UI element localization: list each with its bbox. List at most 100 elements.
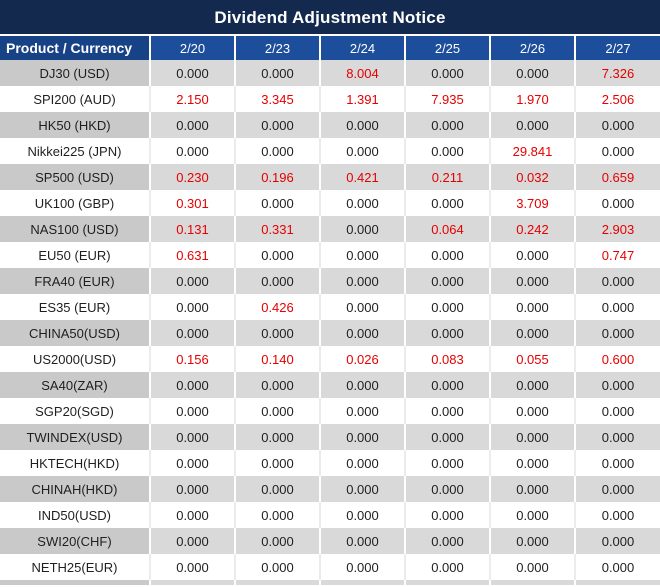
table-row: FRA40 (EUR) 0.000 0.000 0.000 0.000 0.000 0.00…: [0, 268, 660, 294]
value-cell: 0.211: [405, 164, 491, 190]
value-cell: 0.055: [490, 346, 576, 372]
product-cell: HKTECH(HKD): [0, 450, 151, 476]
product-cell: NAS100 (USD): [0, 216, 151, 242]
date-header-cell: 2/24: [320, 36, 406, 60]
product-cell: SWI20(CHF): [0, 528, 151, 554]
product-cell: SGP20(SGD): [0, 398, 151, 424]
value-cell: 0.000: [235, 424, 321, 450]
value-cell: 0.156: [150, 346, 236, 372]
value-cell: 3.345: [235, 86, 321, 112]
product-cell: SA40(ZAR): [0, 372, 151, 398]
table-row: SA40(ZAR) 0.000 0.000 0.000 0.000 0.000 0.000: [0, 372, 660, 398]
value-cell: 8.004: [320, 60, 406, 86]
value-cell: 0.000: [235, 372, 321, 398]
value-cell: 29.841: [490, 138, 576, 164]
value-cell: 0.230: [150, 164, 236, 190]
value-cell: 0.000: [405, 320, 491, 346]
value-cell: 0.064: [405, 216, 491, 242]
product-cell: FRA40 (EUR): [0, 268, 151, 294]
value-cell: 0.000: [575, 398, 660, 424]
value-cell: 0.000: [150, 138, 236, 164]
table-row: EU50 (EUR) 0.631 0.000 0.000 0.000 0.000 0.747: [0, 242, 660, 268]
value-cell: 0.000: [405, 242, 491, 268]
value-cell: 0.000: [405, 528, 491, 554]
value-cell: 0.426: [235, 294, 321, 320]
value-cell: 0.000: [235, 502, 321, 528]
product-cell: ES35 (EUR): [0, 294, 151, 320]
date-header-cell: 2/26: [490, 36, 576, 60]
value-cell: 1.970: [490, 86, 576, 112]
value-cell: 0.000: [235, 60, 321, 86]
value-cell: 0.331: [235, 216, 321, 242]
value-cell: 0.000: [150, 268, 236, 294]
value-cell: 0.000: [150, 320, 236, 346]
value-cell: 0.000: [235, 528, 321, 554]
value-cell: 0.000: [405, 398, 491, 424]
value-cell: 0.000: [490, 268, 576, 294]
value-cell: 0.000: [150, 528, 236, 554]
product-cell: TWINDEX(USD): [0, 424, 151, 450]
table-row: UK100 (GBP) 0.301 0.000 0.000 0.000 3.709 0.00…: [0, 190, 660, 216]
value-cell: [150, 580, 236, 585]
value-cell: 2.506: [575, 86, 660, 112]
value-cell: 0.000: [405, 60, 491, 86]
value-cell: 7.935: [405, 86, 491, 112]
table-row: SWI20(CHF) 0.000 0.000 0.000 0.000 0.000 0.000: [0, 528, 660, 554]
value-cell: 0.000: [320, 138, 406, 164]
value-cell: 0.140: [235, 346, 321, 372]
value-cell: 0.000: [320, 216, 406, 242]
value-cell: 0.026: [320, 346, 406, 372]
value-cell: 0.000: [320, 554, 406, 580]
product-cell: Nikkei225 (JPN): [0, 138, 151, 164]
date-header-cell: 2/20: [150, 36, 236, 60]
table-row: HKTECH(HKD) 0.000 0.000 0.000 0.000 0.000 0.00…: [0, 450, 660, 476]
table-row: CHINAH(HKD) 0.000 0.000 0.000 0.000 0.000 0.00…: [0, 476, 660, 502]
value-cell: 0.000: [405, 268, 491, 294]
value-cell: 0.000: [150, 372, 236, 398]
product-cell: CHINA50(USD): [0, 320, 151, 346]
value-cell: 7.326: [575, 60, 660, 86]
product-cell: IND50(USD): [0, 502, 151, 528]
product-cell: EU50 (EUR): [0, 242, 151, 268]
value-cell: 0.000: [320, 502, 406, 528]
value-cell: 0.000: [575, 372, 660, 398]
value-cell: 0.000: [405, 372, 491, 398]
value-cell: 0.000: [575, 502, 660, 528]
value-cell: 0.000: [320, 190, 406, 216]
value-cell: 3.709: [490, 190, 576, 216]
value-cell: 0.000: [235, 476, 321, 502]
table-row: DJ30 (USD) 0.000 0.000 8.004 0.000 0.000 7.326: [0, 60, 660, 86]
cutoff-row: [0, 580, 660, 585]
value-cell: 0.000: [235, 320, 321, 346]
value-cell: 0.000: [405, 476, 491, 502]
table-row: NETH25(EUR) 0.000 0.000 0.000 0.000 0.000 0.00…: [0, 554, 660, 580]
table-row: SPI200 (AUD) 2.150 3.345 1.391 7.935 1.970 2.5…: [0, 86, 660, 112]
product-cell: UK100 (GBP): [0, 190, 151, 216]
product-currency-header: Product / Currency: [0, 36, 151, 60]
value-cell: 0.000: [405, 450, 491, 476]
value-cell: 0.000: [490, 294, 576, 320]
value-cell: 1.391: [320, 86, 406, 112]
table-row: IND50(USD) 0.000 0.000 0.000 0.000 0.000 0.000: [0, 502, 660, 528]
value-cell: 0.000: [235, 398, 321, 424]
value-cell: 0.000: [490, 502, 576, 528]
value-cell: 0.000: [490, 554, 576, 580]
table-row: SP500 (USD) 0.230 0.196 0.421 0.211 0.032 0.65…: [0, 164, 660, 190]
value-cell: [405, 580, 491, 585]
value-cell: [235, 580, 321, 585]
value-cell: 0.000: [490, 372, 576, 398]
value-cell: 0.000: [320, 398, 406, 424]
value-cell: 0.000: [575, 268, 660, 294]
value-cell: 0.600: [575, 346, 660, 372]
value-cell: 0.000: [490, 320, 576, 346]
value-cell: 0.000: [320, 294, 406, 320]
value-cell: [490, 580, 576, 585]
value-cell: 0.000: [490, 450, 576, 476]
product-cell: [0, 580, 151, 585]
value-cell: 0.000: [320, 528, 406, 554]
page-title: Dividend Adjustment Notice: [0, 0, 660, 36]
value-cell: 0.000: [235, 450, 321, 476]
value-cell: 0.000: [490, 112, 576, 138]
value-cell: 0.000: [235, 138, 321, 164]
